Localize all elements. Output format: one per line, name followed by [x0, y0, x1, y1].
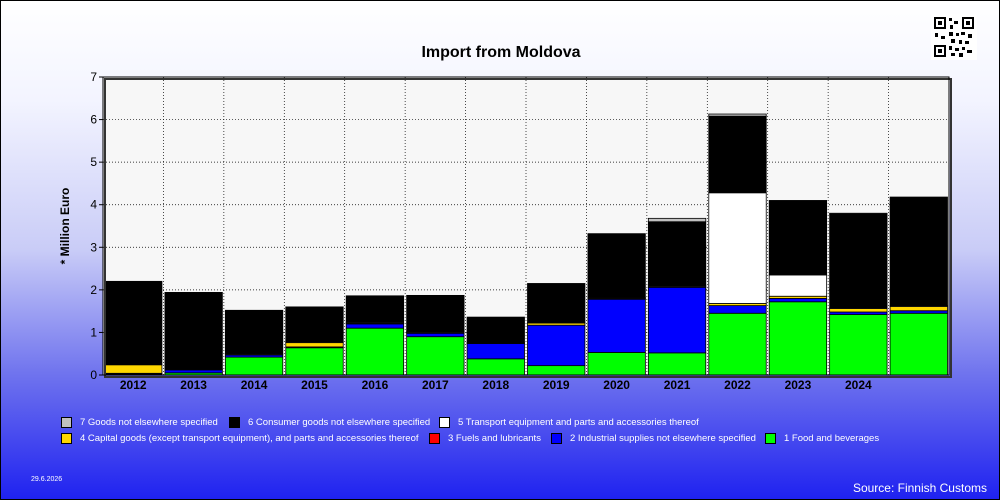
bar-segment — [104, 364, 163, 374]
y-tick-label: 4 — [90, 198, 97, 212]
bar-segment — [466, 316, 525, 344]
bar-segment — [466, 343, 525, 360]
x-tick-label: 2018 — [482, 378, 509, 392]
x-tick-label: 2017 — [422, 378, 449, 392]
bar-segment — [708, 305, 767, 314]
bar-segment — [406, 332, 465, 338]
legend-label: 3 Fuels and lubricants — [448, 432, 541, 444]
bar-segment — [768, 274, 828, 297]
legend-label: 1 Food and beverages — [784, 432, 880, 444]
x-tick-label: 2020 — [603, 378, 630, 392]
legend-item: 1 Food and beverages — [765, 431, 879, 445]
bar-segment — [466, 358, 525, 376]
bar-segment — [647, 217, 707, 223]
bar-segment — [889, 196, 948, 307]
bar-segment — [647, 352, 707, 376]
bar-segment — [768, 301, 828, 376]
legend-item: 4 Capital goods (except transport equipm… — [61, 431, 419, 445]
bar-segment — [224, 309, 284, 355]
legend-swatch — [429, 432, 440, 444]
bar-segment — [406, 294, 465, 332]
x-tick-label: 2012 — [120, 378, 147, 392]
qr-code-icon — [931, 14, 977, 60]
y-tick-label: 1 — [90, 325, 97, 339]
y-axis-label: * Million Euro — [58, 188, 72, 265]
legend-label: 7 Goods not elsewhere specified — [80, 416, 218, 428]
bar-segment — [285, 342, 344, 348]
bar-segment — [587, 352, 646, 376]
x-tick-label: 2024 — [845, 378, 872, 392]
bar-segment — [527, 324, 586, 367]
legend-item: 7 Goods not elsewhere specified — [61, 415, 218, 429]
y-tick-label: 5 — [90, 155, 97, 169]
bar-segment — [829, 212, 888, 215]
y-tick-label: 6 — [90, 113, 97, 127]
legend-item: 6 Consumer goods not elsewhere specified — [229, 415, 430, 429]
bar-segment — [285, 347, 344, 376]
bar-segment — [889, 312, 948, 376]
legend-label: 4 Capital goods (except transport equipm… — [80, 432, 419, 444]
x-tick-label: 2022 — [724, 378, 751, 392]
chart-source: Source: Finnish Customs — [852, 481, 987, 495]
x-tick-label: 2015 — [301, 378, 328, 392]
bar-segment — [164, 292, 223, 370]
bar-segment — [587, 298, 646, 353]
bar-segment — [708, 113, 767, 117]
bar-segment — [527, 365, 586, 376]
bar-segment — [647, 221, 707, 287]
chart-legend: 7 Goods not elsewhere specified 6 Consume… — [61, 415, 961, 455]
y-tick-label: 0 — [90, 368, 97, 382]
legend-swatch — [61, 416, 72, 428]
legend-swatch — [551, 432, 562, 444]
bar-segment — [406, 336, 465, 376]
legend-swatch — [229, 416, 240, 428]
bar-segment — [829, 308, 888, 313]
legend-swatch — [439, 416, 450, 428]
legend-item: 2 Industrial supplies not elsewhere spec… — [551, 431, 756, 445]
bar-segment — [164, 369, 223, 374]
bar-segment — [768, 200, 828, 276]
plot-border — [102, 76, 950, 376]
chart-title: Import from Moldova — [421, 44, 580, 61]
bar-segment — [889, 306, 948, 312]
y-tick-label: 3 — [90, 240, 97, 254]
legend-label: 6 Consumer goods not elsewhere specified — [248, 416, 431, 428]
y-tick-label: 2 — [90, 283, 97, 297]
bar-segment — [768, 297, 828, 303]
bar-segment — [345, 327, 405, 376]
bar-segment — [708, 312, 767, 376]
x-tick-label: 2023 — [785, 378, 812, 392]
legend-item: 3 Fuels and lubricants — [429, 431, 541, 445]
x-tick-label: 2013 — [180, 378, 207, 392]
x-tick-label: 2016 — [362, 378, 389, 392]
bar-segment — [527, 283, 586, 324]
bar-segment — [708, 192, 767, 304]
x-tick-label: 2019 — [543, 378, 570, 392]
bar-segment — [829, 213, 888, 309]
bar-segment — [285, 306, 344, 343]
bar-segment — [345, 295, 405, 323]
legend-item: 5 Transport equipment and parts and acce… — [439, 415, 699, 429]
bar-segment — [104, 280, 163, 366]
bar-segment — [224, 356, 284, 376]
legend-swatch — [61, 432, 72, 444]
bar-segment — [829, 314, 888, 376]
chart-date: 29.6.2026 — [31, 476, 63, 483]
legend-label: 5 Transport equipment and parts and acce… — [458, 416, 699, 428]
y-tick-label: 7 — [90, 70, 97, 84]
bar-segment — [345, 323, 405, 329]
bar-segment — [587, 233, 646, 298]
bar-segment — [708, 115, 767, 194]
legend-swatch — [765, 432, 776, 444]
plot-shadow — [104, 78, 952, 378]
x-tick-label: 2021 — [664, 378, 691, 392]
bar-segment — [647, 286, 707, 354]
x-tick-label: 2014 — [241, 378, 268, 392]
legend-label: 2 Industrial supplies not elsewhere spec… — [570, 432, 756, 444]
